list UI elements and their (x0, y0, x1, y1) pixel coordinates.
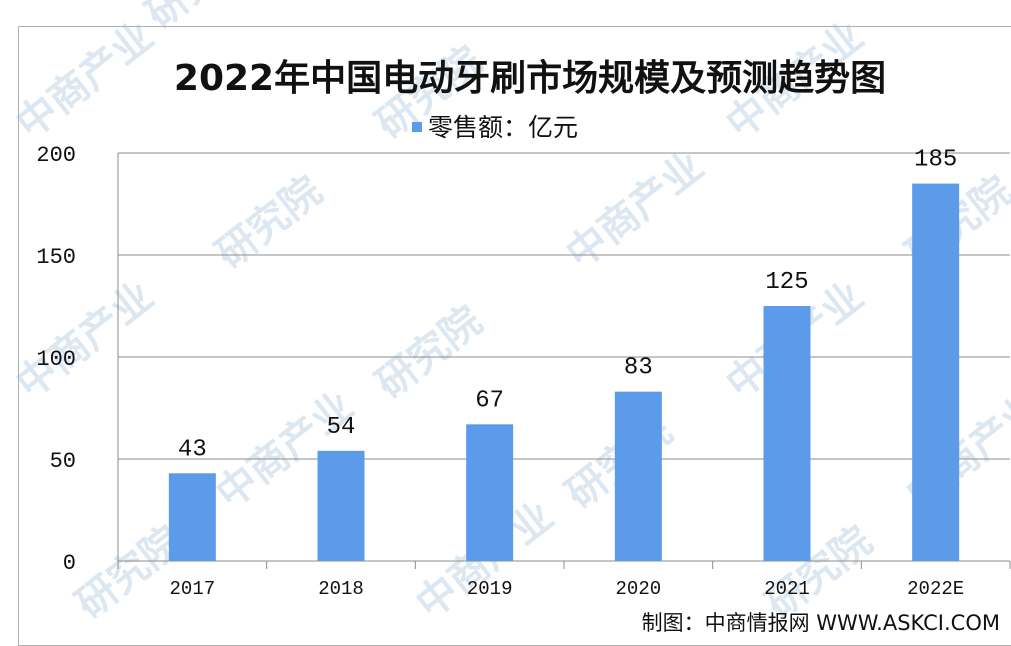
x-tick-label: 2019 (467, 578, 513, 600)
source-credit: 制图：中商情报网 WWW.ASKCI.COM (642, 611, 1000, 634)
y-tick-label: 150 (36, 245, 76, 270)
y-tick-label: 100 (36, 347, 76, 372)
legend: 零售额：亿元 (412, 113, 578, 142)
axes (117, 153, 1011, 569)
x-tick-label: 2021 (764, 578, 810, 600)
watermark-text: 中商产业 (558, 143, 712, 278)
legend-swatch (412, 122, 422, 132)
data-label: 43 (178, 436, 207, 463)
y-tick-label: 0 (63, 551, 76, 576)
watermark-text: 研究院 (368, 298, 491, 408)
bar (168, 473, 216, 561)
data-label: 185 (914, 147, 957, 174)
data-label: 54 (327, 414, 356, 441)
legend-label: 零售额：亿元 (428, 113, 578, 142)
watermark-text: 中商产业 (8, 13, 162, 148)
x-tick-label: 2022E (907, 578, 964, 600)
bar (466, 424, 514, 561)
data-label: 125 (765, 269, 808, 296)
bar (614, 391, 662, 561)
chart-title: 2022年中国电动牙刷市场规模及预测趋势图 (174, 58, 886, 99)
x-tick-label: 2020 (616, 578, 662, 600)
watermark-text: 研究院 (138, 0, 261, 38)
data-labels: 43 54 67 83 125 185 (178, 147, 957, 464)
data-label: 83 (624, 355, 653, 382)
bar (763, 306, 811, 561)
data-label: 67 (475, 387, 504, 414)
y-tick-labels: 0 50 100 150 200 (36, 143, 76, 576)
x-tick-labels: 2017 2018 2019 2020 2021 2022E (170, 578, 965, 600)
watermark-text: 研究院 (208, 168, 331, 278)
y-tick-label: 50 (50, 449, 76, 474)
bars (168, 183, 960, 561)
watermark-text: 中商产业 (8, 273, 162, 408)
x-tick-label: 2017 (170, 578, 216, 600)
x-tick-label: 2018 (318, 578, 364, 600)
y-tick-label: 200 (36, 143, 76, 168)
bar (317, 450, 365, 561)
bar (912, 183, 960, 561)
